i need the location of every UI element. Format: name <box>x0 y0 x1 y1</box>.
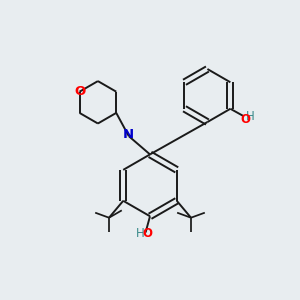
Text: O: O <box>241 112 251 126</box>
Text: H: H <box>246 110 254 123</box>
Text: O: O <box>142 226 153 239</box>
Text: O: O <box>74 85 85 98</box>
Text: H: H <box>136 227 145 240</box>
Text: N: N <box>123 128 134 141</box>
